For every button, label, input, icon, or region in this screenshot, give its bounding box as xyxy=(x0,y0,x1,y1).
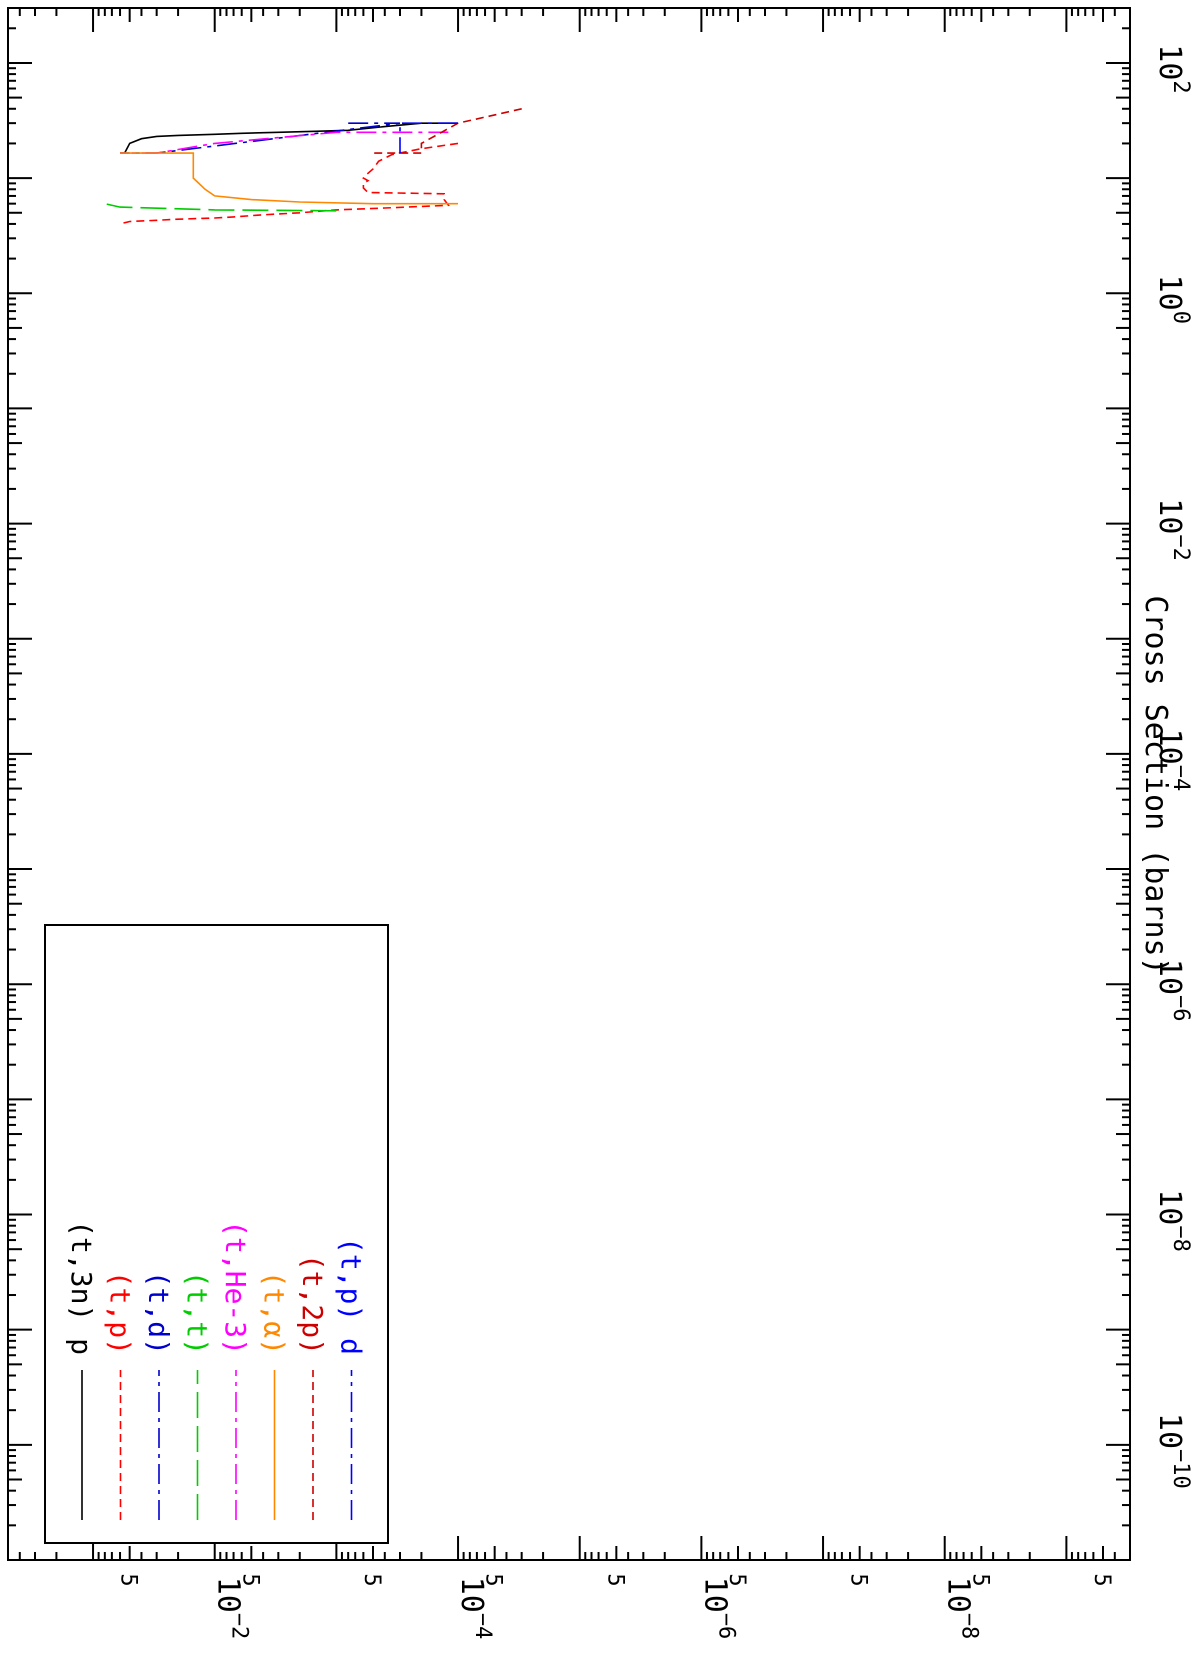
series-line xyxy=(120,122,401,154)
y-minor-tick-label: 5 xyxy=(724,1573,749,1586)
x-tick-label: 10−2 xyxy=(1152,498,1191,561)
svg-text:100: 100 xyxy=(1152,275,1191,324)
plot-frame xyxy=(7,7,1131,1561)
svg-text:10−10: 10−10 xyxy=(1152,1413,1191,1489)
svg-text:10−6: 10−6 xyxy=(697,1577,738,1640)
y-axis-title: Cross Section (barns) xyxy=(1138,595,1173,974)
y-tick-label: 10−8 xyxy=(941,1577,982,1640)
svg-text:10−2: 10−2 xyxy=(211,1577,252,1640)
series-line xyxy=(120,122,458,154)
y-minor-tick-label: 5 xyxy=(602,1573,627,1586)
y-tick-label: 10−4 xyxy=(454,1577,495,1640)
x-tick-label: 10−6 xyxy=(1152,959,1191,1022)
y-minor-tick-label: 5 xyxy=(1089,1573,1114,1586)
y-minor-tick-label: 5 xyxy=(846,1573,871,1586)
series-line xyxy=(104,202,337,212)
axis-tick-labels: 10−10 10−8 10−6 10−4 10−2 100 102 10−2 10−4 10−6 1… xyxy=(116,44,1191,1639)
series-line xyxy=(119,142,459,225)
x-tick-label: 10−10 xyxy=(1152,1413,1191,1489)
series-layer xyxy=(104,108,522,225)
series-line xyxy=(399,122,458,154)
legend-label: (t,3n) p xyxy=(65,1220,98,1355)
svg-text:10−4: 10−4 xyxy=(454,1577,495,1640)
svg-text:102: 102 xyxy=(1152,44,1191,93)
x-tick-label: 102 xyxy=(1152,44,1191,93)
y-tick-label: 10−6 xyxy=(697,1577,738,1640)
axis-ticks xyxy=(7,7,1131,1561)
legend-label: (t,α) xyxy=(258,1271,291,1355)
legend: (t,3n) p (t,p) (t,d) (t,t) (t,He-3) (t,α) (t,2… xyxy=(44,924,389,1544)
legend-label: (t,d) xyxy=(142,1271,175,1355)
legend-label: (t,p) xyxy=(104,1271,137,1355)
y-minor-tick-label: 5 xyxy=(967,1573,992,1586)
svg-text:10−2: 10−2 xyxy=(1152,498,1191,561)
legend-frame xyxy=(44,924,389,1544)
x-tick-label: 100 xyxy=(1152,275,1191,324)
svg-text:10−8: 10−8 xyxy=(941,1577,982,1640)
y-minor-tick-label: 5 xyxy=(359,1573,384,1586)
series-line xyxy=(373,108,522,154)
svg-text:10−4: 10−4 xyxy=(1152,729,1191,792)
y-minor-tick-label: 5 xyxy=(237,1573,262,1586)
legend-label: (t,He-3) xyxy=(219,1220,252,1355)
svg-text:10−6: 10−6 xyxy=(1152,959,1191,1022)
x-tick-label: 10−4 xyxy=(1152,729,1191,792)
y-minor-tick-label: 5 xyxy=(481,1573,506,1586)
svg-text:10−8: 10−8 xyxy=(1152,1189,1191,1252)
legend-label: (t,2p) xyxy=(296,1254,329,1355)
legend-label: (t,p) d xyxy=(335,1237,368,1355)
y-tick-label: 10−2 xyxy=(211,1577,252,1640)
legend-label: (t,t) xyxy=(181,1271,214,1355)
series-line xyxy=(120,152,458,205)
y-minor-tick-label: 5 xyxy=(116,1573,141,1586)
x-tick-label: 10−8 xyxy=(1152,1189,1191,1252)
